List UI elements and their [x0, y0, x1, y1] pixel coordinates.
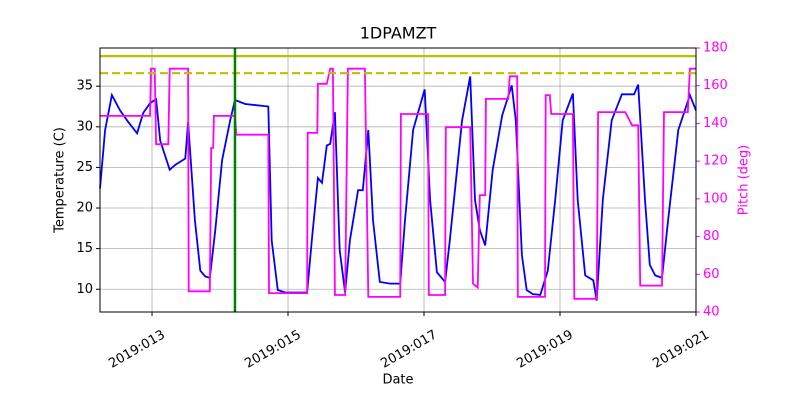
y2-tick-label: 80: [703, 229, 720, 244]
y2-tick-label: 120: [703, 154, 728, 169]
series-line: [99, 76, 697, 301]
y2-axis-label: Pitch (deg): [737, 145, 752, 215]
y2-tick-label: 140: [703, 116, 728, 131]
y-tick-label: 35: [76, 79, 93, 94]
y2-tick-label: 160: [703, 78, 728, 93]
y2-tick-label: 40: [703, 305, 720, 320]
plot-frame: [99, 47, 697, 313]
series-line: [100, 67, 696, 300]
y2-tick-label: 100: [703, 191, 728, 206]
y2-tick-label: 180: [703, 41, 728, 56]
chart-title: 1DPAMZT: [360, 24, 437, 43]
y-tick-label: 15: [76, 241, 93, 256]
y-tick-label: 25: [76, 160, 93, 175]
y2-tick-label: 60: [703, 267, 720, 282]
x-axis-label: Date: [382, 373, 413, 388]
y-axis-label: Temperature (C): [53, 127, 68, 234]
y-tick-label: 30: [76, 119, 93, 134]
y-tick-label: 20: [76, 201, 93, 216]
y-tick-label: 10: [76, 282, 93, 297]
